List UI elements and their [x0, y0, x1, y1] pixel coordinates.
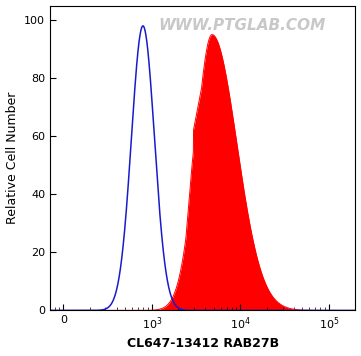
Text: WWW.PTGLAB.COM: WWW.PTGLAB.COM: [159, 18, 326, 33]
Y-axis label: Relative Cell Number: Relative Cell Number: [5, 92, 18, 224]
X-axis label: CL647-13412 RAB27B: CL647-13412 RAB27B: [127, 337, 279, 350]
